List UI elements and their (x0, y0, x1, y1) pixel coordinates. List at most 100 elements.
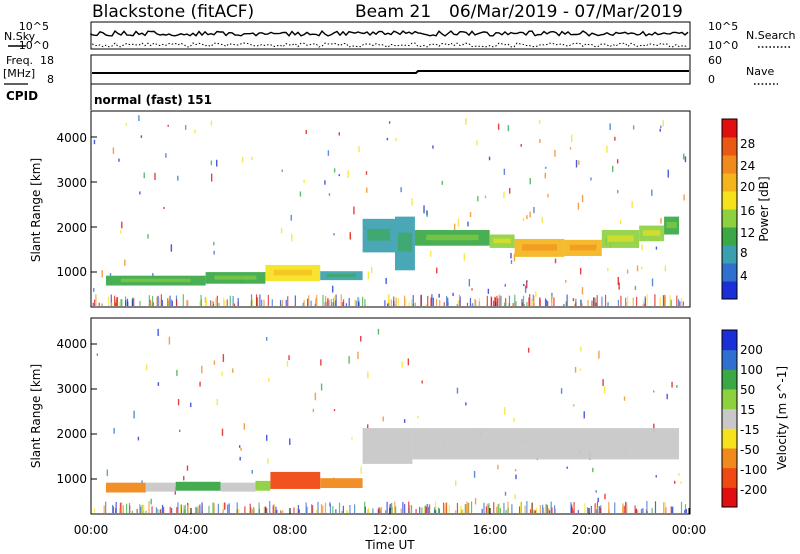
velocity-noise-speck (213, 360, 216, 365)
power-noise-speck (497, 123, 500, 130)
power-noise-speck (684, 156, 687, 163)
velocity-noise-speck-ground (524, 505, 526, 513)
power-noise-speck-ground (531, 298, 533, 306)
power-noise-speck (367, 271, 370, 280)
velocity-echo-band (105, 482, 146, 493)
power-noise-speck-ground (340, 294, 342, 306)
power-noise-speck (299, 191, 302, 197)
power-noise-speck-ground (120, 299, 122, 306)
power-yticks: 1000 2000 3000 4000 (56, 131, 97, 279)
power-noise-speck-ground (200, 294, 202, 306)
power-noise-speck-ground (357, 296, 359, 306)
power-noise-speck (569, 147, 572, 150)
velocity-noise-speck-ground (684, 504, 687, 513)
velocity-noise-speck-ground (377, 508, 379, 513)
velocity-noise-speck-ground (364, 501, 366, 513)
velocity-noise-speck-ground (311, 504, 313, 513)
velocity-noise-speck (573, 404, 575, 407)
power-noise-speck-ground (332, 298, 335, 306)
power-noise-speck-ground (271, 299, 273, 306)
velocity-colorbar: 200 100 50 15 -15 -50 -100 -200 Velocity… (721, 329, 789, 508)
power-noise-speck-ground (459, 296, 461, 306)
power-noise-speck (210, 160, 213, 166)
power-noise-speck-ground (470, 303, 472, 306)
power-noise-speck-ground (250, 294, 253, 306)
power-noise-speck (170, 244, 173, 252)
velocity-noise-speck-ground (372, 508, 374, 513)
power-noise-speck-ground (551, 296, 553, 306)
velocity-noise-speck (183, 476, 185, 481)
beam-label: Beam 21 (355, 2, 431, 22)
power-noise-speck (641, 244, 643, 251)
velocity-noise-speck-ground (438, 508, 440, 513)
power-noise-speck-ground (625, 301, 627, 306)
velocity-noise-speck (474, 497, 477, 505)
power-noise-speck (554, 149, 556, 157)
velocity-noise-speck-ground (651, 507, 653, 513)
power-noise-speck-ground (592, 297, 595, 306)
power-noise-speck (683, 153, 685, 160)
power-noise-speck (651, 278, 654, 287)
power-noise-speck-ground (326, 301, 328, 306)
velocity-noise-speck (623, 396, 626, 401)
velocity-noise-speck-ground (445, 502, 447, 513)
power-noise-speck-ground (395, 297, 397, 306)
freq-tick-bottom: 8 (47, 73, 54, 86)
power-noise-speck-ground (532, 294, 534, 306)
velocity-noise-speck (527, 347, 530, 353)
velocity-noise-speck (177, 399, 180, 406)
velocity-noise-speck-ground (545, 503, 547, 513)
power-noise-speck-ground (182, 294, 184, 306)
velocity-noise-speck (401, 361, 403, 368)
power-noise-speck-ground (255, 294, 258, 306)
velocity-noise-speck-ground (535, 508, 538, 513)
power-noise-speck-ground (333, 302, 335, 306)
power-noise-speck-ground (490, 296, 492, 306)
power-noise-speck-ground (150, 301, 152, 306)
power-noise-speck-ground (206, 299, 208, 306)
velocity-noise-speck-ground (282, 510, 284, 513)
velocity-echo-band (220, 482, 256, 492)
velocity-noise-speck-ground (670, 506, 672, 513)
velocity-noise-speck-ground (625, 501, 627, 513)
velocity-noise-speck-ground (119, 508, 121, 513)
power-ytick-4000: 4000 (56, 131, 87, 145)
velocity-noise-speck (186, 465, 189, 471)
power-noise-speck-ground (544, 298, 547, 306)
power-noise-speck-ground (547, 301, 549, 306)
velocity-noise-speck (190, 402, 192, 408)
nsky-tick-top: 10^5 (19, 20, 49, 33)
velocity-noise-speck-ground (464, 504, 466, 513)
power-colorbar-swatch (722, 173, 737, 192)
velocity-echo-band (362, 428, 413, 464)
power-noise-speck (147, 234, 149, 239)
velocity-noise-speck (390, 502, 393, 511)
velocity-noise-speck-ground (367, 509, 369, 513)
power-noise-speck-ground (362, 296, 364, 306)
power-noise-speck (112, 147, 115, 155)
power-noise-speck-ground (307, 298, 309, 306)
power-noise-speck-ground (495, 301, 497, 306)
velocity-noise-speck-ground (266, 508, 268, 513)
power-noise-speck-ground (431, 294, 433, 306)
velocity-noise-speck-ground (534, 510, 537, 513)
velocity-noise-speck (560, 388, 563, 394)
velocity-noise-speck-ground (626, 502, 628, 513)
velocity-echo-band (175, 481, 221, 491)
vel-cbar-tick-m15: -15 (740, 423, 760, 437)
power-noise-speck (93, 139, 96, 145)
velocity-noise-speck (265, 336, 268, 341)
velocity-noise-speck-ground (263, 506, 265, 513)
velocity-noise-speck-ground (460, 505, 462, 513)
power-noise-speck (411, 198, 413, 206)
velocity-noise-speck (671, 381, 673, 388)
power-noise-speck (510, 260, 513, 264)
power-noise-speck (484, 195, 487, 199)
power-noise-speck-ground (168, 300, 170, 306)
velocity-noise-speck-ground (159, 509, 161, 513)
power-noise-speck (328, 193, 331, 196)
velocity-noise-speck-ground (573, 501, 575, 513)
station-title: Blackstone (fitACF) (92, 2, 254, 22)
power-noise-speck-ground (565, 301, 567, 306)
velocity-noise-speck (583, 411, 585, 419)
